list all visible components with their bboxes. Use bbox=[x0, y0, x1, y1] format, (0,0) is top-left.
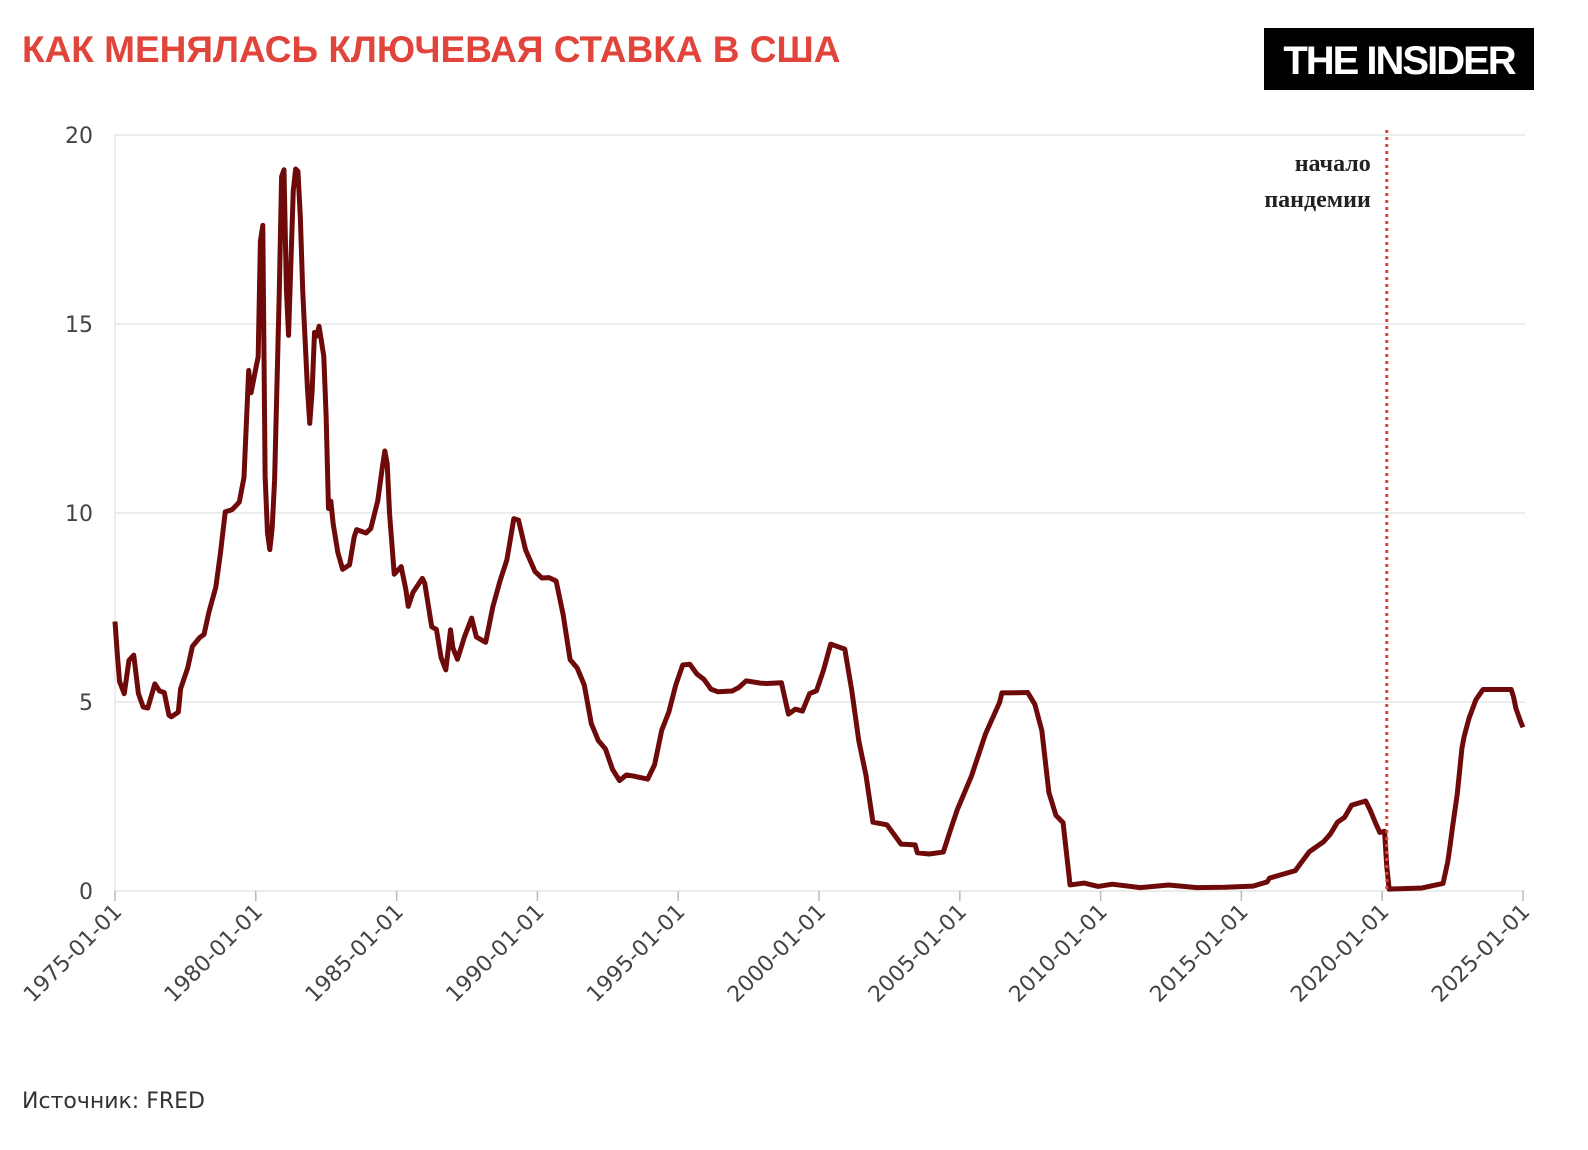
plot: начало пандемии bbox=[112, 130, 1526, 892]
source: Источник: FRED bbox=[22, 1089, 205, 1114]
y-tick-label: 20 bbox=[65, 124, 93, 149]
y-tick-label: 5 bbox=[79, 691, 93, 716]
y-tick-label: 15 bbox=[65, 313, 93, 338]
y-tick-label: 10 bbox=[65, 502, 93, 527]
grid bbox=[114, 134, 1525, 901]
y-tick-label: 0 bbox=[79, 880, 93, 905]
rate-line bbox=[112, 166, 1526, 892]
logo-box bbox=[1264, 28, 1534, 90]
logo: THE INSIDER bbox=[1283, 39, 1516, 83]
annotation-text: пандемии bbox=[1264, 187, 1371, 213]
annotation-text: начало bbox=[1295, 151, 1371, 177]
chart-title: КАК МЕНЯЛАСЬ КЛЮЧЕВАЯ СТАВКА В США bbox=[22, 29, 840, 70]
